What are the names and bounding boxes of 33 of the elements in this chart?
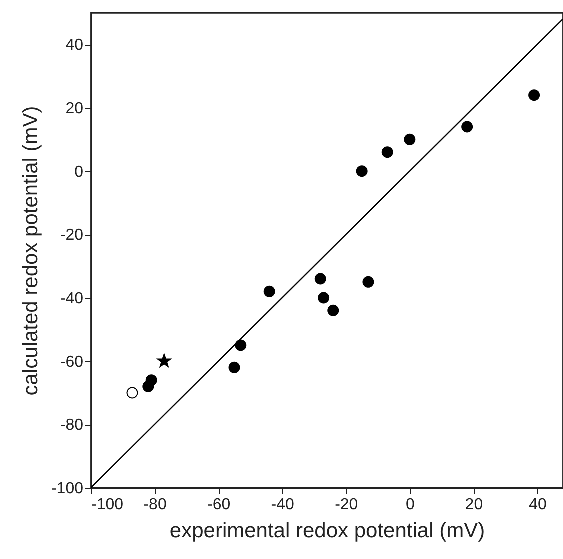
point — [328, 304, 340, 316]
point — [318, 292, 330, 304]
y-axis-title: calculated redox potential (mV) — [19, 106, 42, 396]
x-tick-label: -80 — [144, 496, 167, 514]
point — [228, 362, 240, 374]
y-tick-label: -20 — [60, 227, 84, 244]
point — [404, 134, 416, 146]
point — [382, 146, 394, 158]
x-tick-label: -40 — [271, 496, 295, 514]
y-tick-label: -40 — [60, 290, 84, 308]
point — [235, 340, 247, 352]
point — [362, 276, 374, 288]
y-tick-label: -60 — [60, 354, 84, 371]
point — [528, 90, 540, 102]
point — [356, 166, 368, 178]
x-axis-title: experimental redox potential (mV) — [170, 520, 486, 542]
point — [264, 286, 276, 298]
point — [462, 121, 474, 133]
y-tick-label: 40 — [66, 37, 84, 54]
point — [142, 380, 154, 392]
y-tick-label: 0 — [74, 164, 84, 181]
x-tick-label: -60 — [208, 496, 231, 514]
y-tick-label: 20 — [66, 100, 84, 118]
x-tick-label: 40 — [529, 496, 547, 514]
y-tick-label: -100 — [51, 480, 84, 498]
x-tick-label: 0 — [406, 496, 415, 514]
point — [126, 387, 138, 399]
point — [157, 354, 172, 368]
x-tick-label: -20 — [335, 496, 358, 514]
x-tick-label: -100 — [92, 496, 124, 514]
x-tick-label: 20 — [465, 496, 484, 514]
y-tick-label: -80 — [60, 417, 84, 434]
point — [314, 273, 326, 285]
